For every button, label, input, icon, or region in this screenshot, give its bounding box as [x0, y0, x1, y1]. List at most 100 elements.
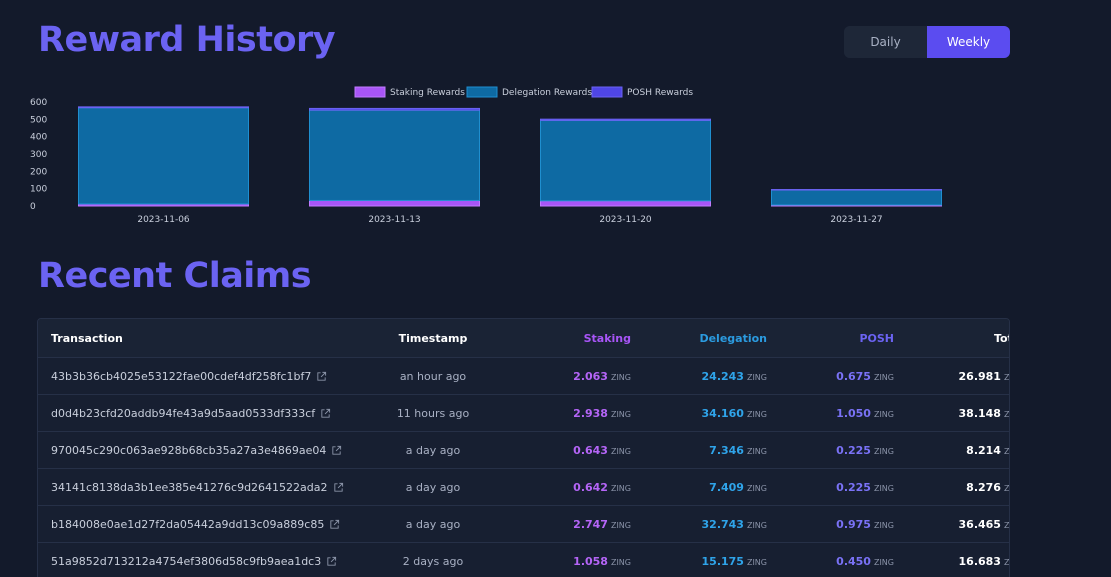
y-tick-label: 300 — [30, 150, 47, 160]
table-row: 51a9852d713212a4754ef3806d58c9fb9aea1dc3… — [38, 543, 1009, 577]
total-value: 16.683 — [958, 554, 1001, 568]
transaction-cell: 43b3b36cb4025e53122fae00cdef4df258fc1bf7 — [51, 370, 355, 383]
staking-cell: 0.643 ZING — [511, 444, 631, 457]
timestamp-cell: a day ago — [405, 517, 461, 531]
transaction-link[interactable]: 51a9852d713212a4754ef3806d58c9fb9aea1dc3 — [51, 554, 322, 568]
staking-value: 2.747 — [573, 517, 608, 531]
unit-label: ZING — [610, 557, 631, 567]
posh-value: 0.675 — [836, 369, 871, 383]
total-cell: 36.465ZING — [894, 518, 1010, 531]
table-row: 34141c8138da3b1ee385e41276c9d2641522ada2… — [38, 469, 1009, 506]
table-header: Transaction Timestamp Staking Delegation… — [38, 319, 1009, 358]
transaction-link[interactable]: d0d4b23cfd20addb94fe43a9d5aad0533df333cf — [51, 406, 316, 420]
legend-swatch — [466, 86, 498, 98]
external-link-icon[interactable] — [316, 371, 327, 382]
staking-cell: 1.058 ZING — [511, 555, 631, 568]
table-body: 43b3b36cb4025e53122fae00cdef4df258fc1bf7… — [38, 358, 1009, 577]
daily-button[interactable]: Daily — [844, 26, 927, 58]
bar-segment — [309, 199, 480, 207]
total-value: 38.148 — [958, 406, 1001, 420]
table-row: b184008e0ae1d27f2da05442a9dd13c09a889c85… — [38, 506, 1009, 543]
posh-cell: 1.050 ZING — [767, 407, 894, 420]
timestamp-cell: 2 days ago — [402, 554, 464, 568]
total-cell: 26.981ZING — [894, 369, 1010, 383]
delegation-value: 7.346 — [709, 443, 744, 457]
bar-segment — [771, 189, 942, 191]
unit-label: ZING — [873, 520, 894, 530]
header-staking: Staking — [583, 331, 631, 345]
timestamp-cell: 11 hours ago — [396, 406, 470, 420]
unit-label: ZING — [1003, 520, 1010, 530]
y-tick-label: 0 — [30, 202, 36, 212]
header-timestamp: Timestamp — [398, 331, 468, 345]
unit-label: ZING — [1003, 409, 1010, 419]
delegation-cell: 7.346 ZING — [631, 444, 767, 457]
delegation-value: 34.160 — [701, 406, 744, 420]
external-link-icon[interactable] — [331, 445, 342, 456]
bar-segment — [78, 106, 249, 109]
bar-segment — [78, 107, 249, 205]
unit-label: ZING — [1003, 557, 1010, 567]
external-link-icon[interactable] — [320, 408, 331, 419]
posh-value: 0.225 — [836, 443, 871, 457]
legend-label: Delegation Rewards — [502, 88, 592, 98]
transaction-cell: 970045c290c063ae928b68cb35a27a3e4869ae04 — [51, 444, 355, 457]
unit-label: ZING — [746, 520, 767, 530]
legend-label: Staking Rewards — [390, 88, 465, 98]
unit-label: ZING — [610, 409, 631, 419]
delegation-cell: 24.243 ZING — [631, 370, 767, 383]
y-tick-label: 100 — [30, 185, 47, 195]
delegation-cell: 34.160 ZING — [631, 407, 767, 420]
claims-table: Transaction Timestamp Staking Delegation… — [37, 318, 1010, 577]
external-link-icon[interactable] — [333, 482, 344, 493]
posh-cell: 0.225 ZING — [767, 481, 894, 494]
posh-cell: 0.675 ZING — [767, 370, 894, 383]
delegation-value: 15.175 — [701, 554, 744, 568]
posh-cell: 0.975 ZING — [767, 518, 894, 531]
unit-label: ZING — [1003, 372, 1010, 382]
posh-value: 0.225 — [836, 480, 871, 494]
external-link-icon[interactable] — [329, 519, 340, 530]
external-link-icon[interactable] — [326, 556, 337, 567]
unit-label: ZING — [610, 483, 631, 493]
weekly-button[interactable]: Weekly — [927, 26, 1010, 58]
header-posh: POSH — [859, 331, 894, 345]
transaction-link[interactable]: 43b3b36cb4025e53122fae00cdef4df258fc1bf7 — [51, 369, 312, 383]
transaction-link[interactable]: b184008e0ae1d27f2da05442a9dd13c09a889c85 — [51, 517, 325, 531]
posh-cell: 0.450 ZING — [767, 555, 894, 568]
unit-label: ZING — [873, 372, 894, 382]
x-tick-label: 2023-11-27 — [830, 215, 882, 225]
posh-value: 0.975 — [836, 517, 871, 531]
total-value: 26.981 — [958, 369, 1001, 383]
posh-value: 0.450 — [836, 554, 871, 568]
total-cell: 8.214ZING — [894, 444, 1010, 457]
staking-cell: 0.642 ZING — [511, 481, 631, 494]
unit-label: ZING — [873, 446, 894, 456]
unit-label: ZING — [746, 372, 767, 382]
bar-segment — [540, 200, 711, 207]
unit-label: ZING — [746, 483, 767, 493]
legend-swatch — [591, 86, 623, 98]
legend-swatch — [354, 86, 386, 98]
timestamp-cell: an hour ago — [399, 369, 467, 383]
unit-label: ZING — [746, 557, 767, 567]
unit-label: ZING — [1003, 446, 1010, 456]
total-cell: 8.276ZING — [894, 481, 1009, 494]
header-total: Total — [993, 331, 1009, 345]
reward-history-chart: Staking Rewards Delegation Rewards POSH Re… — [30, 86, 942, 225]
delegation-value: 7.409 — [709, 480, 744, 494]
bar-segment — [309, 107, 480, 111]
staking-value: 2.063 — [573, 369, 608, 383]
delegation-value: 24.243 — [701, 369, 744, 383]
table-row: 970045c290c063ae928b68cb35a27a3e4869ae04… — [38, 432, 1009, 469]
staking-value: 1.058 — [573, 554, 608, 568]
transaction-cell: b184008e0ae1d27f2da05442a9dd13c09a889c85 — [51, 518, 355, 531]
transaction-cell: d0d4b23cfd20addb94fe43a9d5aad0533df333cf — [51, 407, 355, 420]
delegation-cell: 32.743 ZING — [631, 518, 767, 531]
header-transaction: Transaction — [51, 331, 123, 345]
transaction-link[interactable]: 970045c290c063ae928b68cb35a27a3e4869ae04 — [51, 443, 327, 457]
bar-segment — [309, 109, 480, 201]
unit-label: ZING — [746, 409, 767, 419]
legend-label: POSH Rewards — [627, 88, 693, 98]
transaction-link[interactable]: 34141c8138da3b1ee385e41276c9d2641522ada2 — [51, 480, 328, 494]
